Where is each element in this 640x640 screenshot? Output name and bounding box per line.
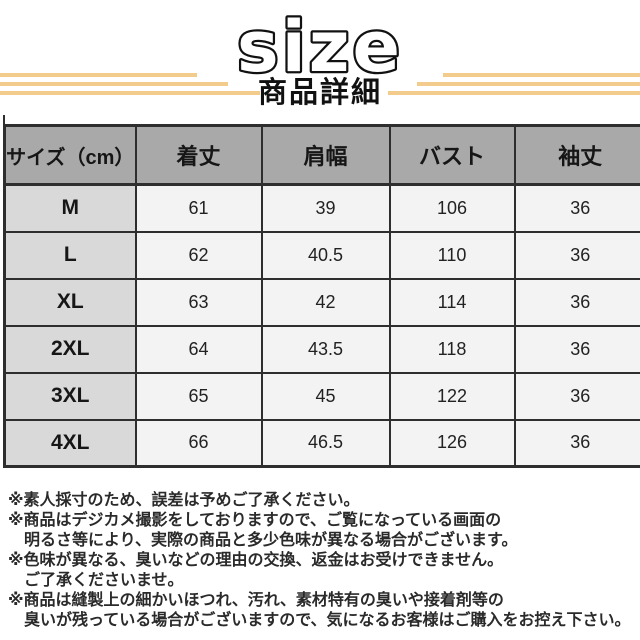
size-label-cell: L	[3, 230, 137, 280]
measurement-cell: 122	[388, 371, 516, 421]
size-label-cell: M	[3, 183, 137, 233]
decor-stripe-right-1	[443, 73, 640, 77]
measurement-cell: 65	[134, 371, 263, 421]
note-line: ※素人採寸のため、誤差は予めご了承ください。	[8, 492, 360, 509]
size-title: size	[235, 4, 403, 86]
measurement-cell: 36	[513, 230, 640, 280]
column-header: 肩幅	[260, 124, 391, 186]
note-line: ※色味が異なる、臭いなどの理由の交換、返金はお受けできません。	[8, 552, 504, 569]
subtitle-heading: 商品詳細	[257, 77, 382, 109]
note-line: 明るさ等により、実際の商品と多少色味が異なる場合がございます。	[24, 532, 518, 549]
note-line: ※商品はデジカメ撮影をしておりますので、ご覧になっている画面の	[8, 512, 502, 529]
table-header-row: サイズ（cm） 着丈 肩幅 バスト 袖丈	[3, 124, 640, 186]
size-label-cell: XL	[3, 277, 137, 327]
column-header: サイズ（cm）	[3, 124, 137, 186]
measurement-cell: 36	[513, 183, 640, 233]
size-label-cell: 2XL	[3, 324, 137, 374]
measurement-cell: 36	[513, 277, 640, 327]
decor-stripe-right-2	[417, 82, 640, 86]
measurement-cell: 62	[134, 230, 263, 280]
measurement-cell: 45	[260, 371, 391, 421]
note-line: 臭いが残っている場合がございますので、気になるお客様はご購入をお控え下さい。	[24, 612, 631, 629]
table-row: 2XL 64 43.5 118 36	[3, 324, 640, 374]
note-line: ご了承くださいませ。	[24, 572, 184, 589]
note-line: ※商品は縫製上の細かいほつれ、汚れ、素材特有の臭いや接着剤等の	[8, 592, 504, 609]
decor-stripe-left-2	[0, 82, 228, 86]
decor-stripe-right-3	[388, 91, 640, 95]
measurement-cell: 43.5	[260, 324, 391, 374]
measurement-cell: 42	[260, 277, 391, 327]
table-row: 3XL 65 45 122 36	[3, 371, 640, 421]
measurement-cell: 66	[134, 418, 263, 468]
size-label-cell: 3XL	[3, 371, 137, 421]
decor-stripe-left-1	[0, 73, 197, 77]
measurement-cell: 64	[134, 324, 263, 374]
table-row: M 61 39 106 36	[3, 183, 640, 233]
column-header: バスト	[388, 124, 516, 186]
column-header: 袖丈	[513, 124, 640, 186]
size-title-text: size	[237, 6, 403, 86]
table-row: XL 63 42 114 36	[3, 277, 640, 327]
measurement-cell: 40.5	[260, 230, 391, 280]
size-table: サイズ（cm） 着丈 肩幅 バスト 袖丈 M 61 39 106 36 L 62 40.5 110 36 X…	[3, 124, 640, 468]
measurement-cell: 63	[134, 277, 263, 327]
measurement-cell: 36	[513, 418, 640, 468]
measurement-cell: 110	[388, 230, 516, 280]
measurement-cell: 36	[513, 371, 640, 421]
table-row: 4XL 66 46.5 126 36	[3, 418, 640, 468]
notes: ※素人採寸のため、誤差は予めご了承ください。 ※商品はデジカメ撮影をしておりますの…	[8, 491, 640, 631]
measurement-cell: 61	[134, 183, 263, 233]
decor-stripe-left-3	[0, 91, 260, 95]
measurement-cell: 106	[388, 183, 516, 233]
column-header: 着丈	[134, 124, 263, 186]
size-table-body: M 61 39 106 36 L 62 40.5 110 36 XL 63 42 114 36 2XL 64 43…	[3, 183, 640, 468]
table-row: L 62 40.5 110 36	[3, 230, 640, 280]
measurement-cell: 118	[388, 324, 516, 374]
measurement-cell: 39	[260, 183, 391, 233]
measurement-cell: 36	[513, 324, 640, 374]
measurement-cell: 126	[388, 418, 516, 468]
table-left-border-stub	[3, 115, 5, 126]
size-label-cell: 4XL	[3, 418, 137, 468]
measurement-cell: 114	[388, 277, 516, 327]
measurement-cell: 46.5	[260, 418, 391, 468]
